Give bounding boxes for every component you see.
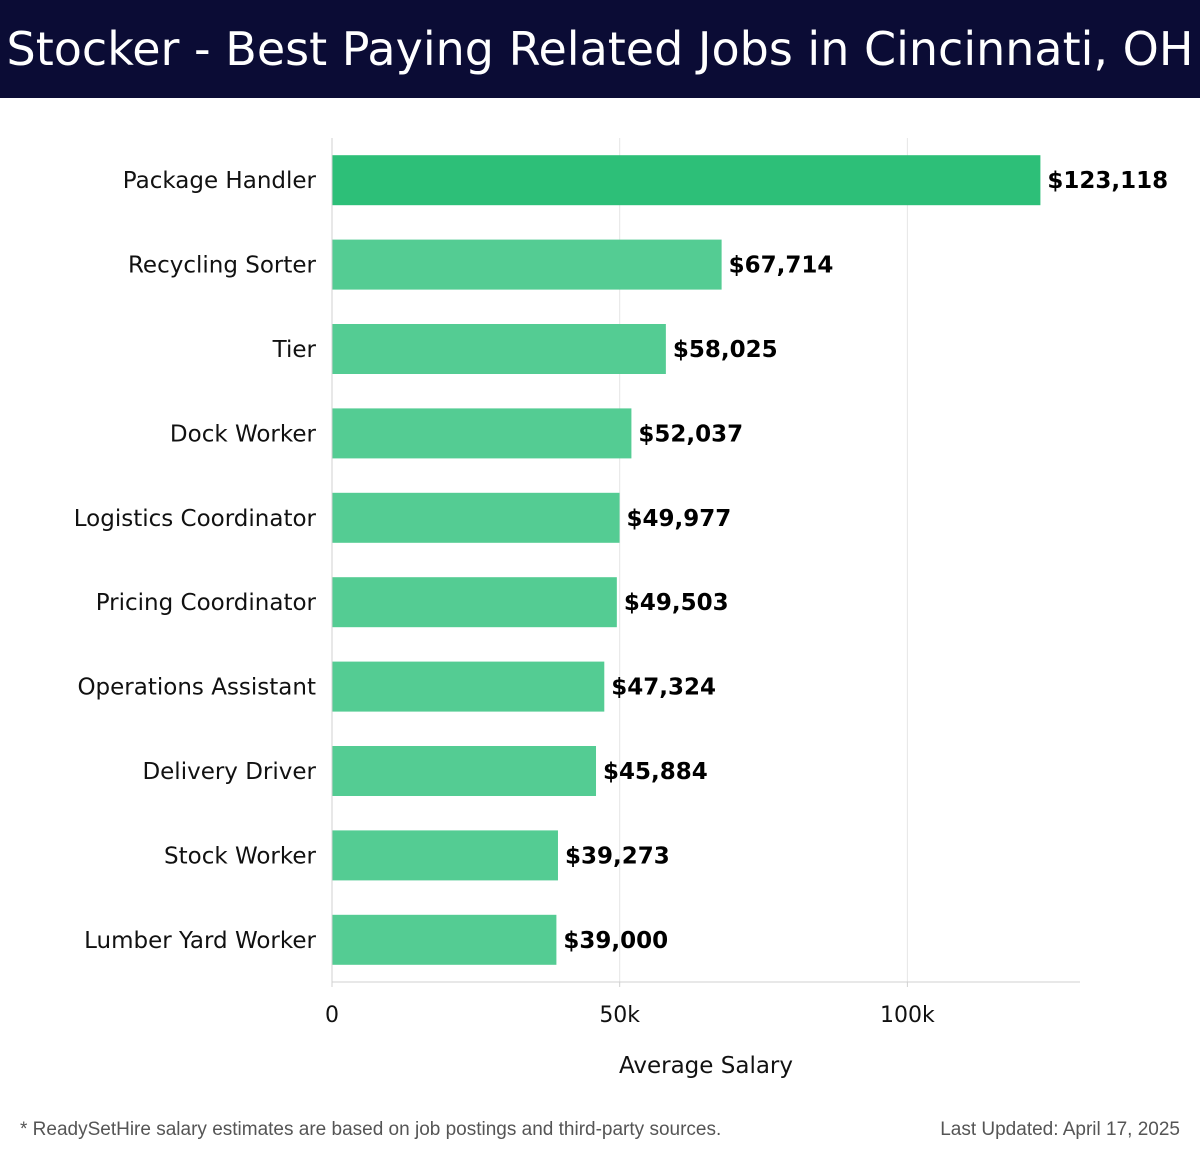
- bar: [332, 492, 620, 543]
- bar: [332, 408, 632, 459]
- value-label: $52,037: [638, 421, 743, 447]
- value-label: $123,118: [1047, 168, 1168, 194]
- bar: [332, 155, 1041, 206]
- value-label: $67,714: [729, 253, 834, 279]
- bar: [332, 324, 666, 374]
- category-label: Tier: [272, 337, 317, 363]
- bar: [332, 239, 722, 290]
- x-tick-label: 0: [325, 1003, 339, 1028]
- value-label: $49,977: [627, 506, 732, 532]
- value-label: $47,324: [611, 675, 716, 701]
- category-label: Logistics Coordinator: [74, 506, 317, 532]
- chart-header: Stocker - Best Paying Related Jobs in Ci…: [0, 0, 1200, 98]
- x-tick-label: 50k: [599, 1003, 640, 1028]
- category-label: Operations Assistant: [77, 675, 316, 701]
- last-updated: Last Updated: April 17, 2025: [940, 1119, 1180, 1140]
- category-label: Pricing Coordinator: [96, 590, 317, 616]
- category-label: Dock Worker: [170, 421, 317, 447]
- x-tick-label: 100k: [880, 1003, 935, 1028]
- value-label: $39,000: [563, 928, 668, 954]
- category-label: Delivery Driver: [142, 759, 316, 785]
- bar: [332, 661, 605, 712]
- category-label: Recycling Sorter: [128, 253, 317, 279]
- category-label: Lumber Yard Worker: [84, 928, 316, 954]
- bar: [332, 746, 597, 796]
- value-label: $45,884: [603, 759, 708, 785]
- chart-title: Stocker - Best Paying Related Jobs in Ci…: [6, 22, 1194, 76]
- footer-note: * ReadySetHire salary estimates are base…: [20, 1119, 722, 1140]
- bar: [332, 914, 557, 965]
- category-label: Stock Worker: [164, 843, 317, 869]
- category-label: Package Handler: [123, 168, 317, 194]
- value-label: $58,025: [673, 337, 778, 363]
- value-label: $39,273: [565, 843, 670, 869]
- x-axis-title: Average Salary: [619, 1053, 793, 1079]
- salary-bar-chart: Package Handler $123,118 Recycling Sorter $…: [74, 138, 1168, 1079]
- bar: [332, 830, 558, 881]
- value-label: $49,503: [624, 590, 729, 616]
- bar: [332, 577, 617, 628]
